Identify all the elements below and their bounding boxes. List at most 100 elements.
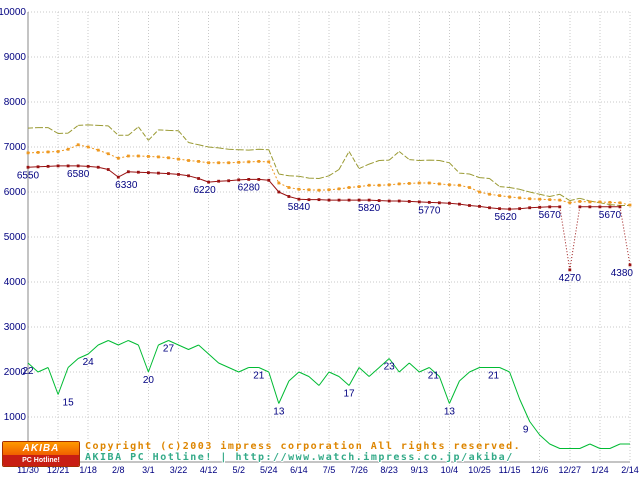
series-average-price-marker — [86, 145, 90, 149]
series-lowest-price-marker — [177, 173, 180, 176]
series-average-price-marker — [628, 203, 632, 207]
x-axis-label: 3/22 — [170, 465, 188, 475]
series-lowest-price-marker — [618, 205, 622, 209]
series-average-price-marker — [488, 192, 491, 196]
series-lowest-price-marker — [157, 171, 160, 175]
point-label-shop-count: 27 — [163, 344, 175, 355]
series-lowest-price-marker — [36, 165, 40, 169]
series-lowest-price-marker — [417, 200, 421, 204]
series-lowest-price-marker — [147, 171, 150, 175]
series-lowest-price-marker — [468, 204, 471, 207]
series-lowest-price-marker — [518, 207, 522, 211]
y-axis-label: 1000 — [4, 412, 27, 423]
series-lowest-price-marker — [237, 178, 241, 182]
site-line: AKIBA PC Hotline! | http://www.watch.imp… — [85, 452, 521, 463]
series-average-price-marker — [26, 151, 30, 155]
x-axis-label: 3/1 — [142, 465, 155, 475]
series-lowest-price-marker — [508, 207, 511, 211]
x-axis-label: 12/21 — [47, 465, 70, 475]
x-axis-label: 5/2 — [232, 465, 245, 475]
site-name: AKIBA PC Hotline! — [85, 452, 213, 463]
series-average-price-marker — [437, 182, 441, 186]
point-label-lowest-price: 5670 — [539, 210, 562, 221]
series-average-price-marker — [548, 198, 552, 202]
series-average-price-marker — [207, 161, 210, 165]
series-average-price-marker — [508, 195, 511, 199]
watermark: AKIBA PC Hotline! Copyright (c)2003 impr… — [2, 441, 521, 467]
x-axis-label: 12/27 — [559, 465, 582, 475]
series-average-price-marker — [46, 150, 50, 154]
x-axis-label: 11/15 — [499, 465, 521, 475]
y-axis-label: 9000 — [4, 52, 27, 63]
point-label-lowest-price: 4270 — [559, 273, 582, 284]
y-axis-label: 7000 — [4, 142, 27, 153]
point-label-lowest-price: 6220 — [193, 185, 216, 196]
series-lowest-price-marker — [558, 205, 562, 209]
x-axis-label: 5/24 — [260, 465, 278, 475]
series-average-price-marker — [297, 187, 301, 191]
series-lowest-price-marker — [106, 168, 110, 171]
series-lowest-price-marker — [227, 179, 231, 183]
series-lowest-price-marker — [488, 206, 491, 210]
series-average-price-marker — [66, 147, 70, 151]
series-lowest-price-marker — [397, 199, 401, 203]
series-average-price-marker — [116, 156, 120, 160]
point-label-lowest-price: 6330 — [115, 180, 138, 191]
series-lowest-price-marker — [257, 178, 261, 181]
series-average-price-marker — [157, 155, 160, 159]
series-lowest-price-marker — [437, 201, 441, 205]
y-axis-label: 6000 — [4, 187, 27, 198]
series-lowest-price-marker — [377, 199, 381, 202]
y-axis-label: 2000 — [4, 367, 27, 378]
series-lowest-price-marker — [66, 164, 70, 168]
point-label-shop-count: 15 — [63, 398, 75, 409]
series-lowest-price-marker — [96, 165, 100, 169]
series-average-price-marker — [257, 160, 261, 163]
point-label-shop-count: 21 — [253, 371, 265, 382]
series-average-price-marker — [347, 186, 351, 189]
series-lowest-price-marker — [578, 205, 582, 209]
series-average-price-marker — [337, 187, 341, 191]
series-lowest-price-marker — [588, 205, 592, 209]
point-label-lowest-price: 6550 — [17, 170, 40, 181]
series-lowest-price-marker — [628, 263, 632, 267]
series-lowest-price-marker — [478, 205, 481, 208]
series-average-price-marker — [277, 181, 281, 185]
series-lowest-price-marker — [528, 206, 532, 210]
series-lowest-price-marker — [187, 174, 190, 178]
series-average-price-marker — [498, 194, 501, 197]
series-average-price-marker — [237, 160, 241, 164]
series-average-price-marker — [167, 156, 170, 160]
point-label-shop-count: 21 — [488, 371, 500, 382]
series-lowest-price — [27, 165, 620, 210]
series-average-price-marker — [327, 188, 331, 192]
series-average-price-marker — [417, 181, 421, 185]
series-lowest-price-marker — [608, 205, 612, 209]
series-lowest-price-marker — [167, 172, 170, 175]
series-average-price-marker — [367, 183, 371, 187]
point-label-lowest-price: 5670 — [599, 210, 622, 221]
point-label-lowest-price: 5840 — [288, 202, 311, 213]
series-average-price-marker — [448, 183, 451, 187]
series-lowest-price-marker — [538, 205, 542, 209]
series-average-price — [27, 144, 631, 206]
series-average-price-marker — [177, 157, 180, 161]
series-average-price-marker — [96, 148, 100, 152]
series-average-price-marker — [618, 201, 622, 205]
series-average-price-marker — [126, 154, 130, 158]
point-label-shop-count: 24 — [83, 357, 95, 368]
series-lowest-price-marker — [56, 164, 60, 168]
series-lowest-price-marker — [136, 170, 140, 174]
series-average-price-marker — [568, 201, 572, 205]
y-axis-label: 3000 — [4, 322, 27, 333]
series-average-price-marker — [407, 182, 411, 185]
series-average-price-marker — [106, 152, 110, 156]
point-label-shop-count: 20 — [143, 375, 155, 386]
series-lowest-price-marker — [287, 195, 291, 198]
series-lowest-price-marker — [337, 198, 341, 202]
x-axis-label: 7/26 — [350, 465, 368, 475]
series-lowest-price-marker — [307, 198, 311, 202]
series-average-price-marker — [317, 188, 321, 192]
series-lowest-price-marker — [297, 197, 301, 201]
series-lowest-price-marker — [387, 199, 391, 203]
